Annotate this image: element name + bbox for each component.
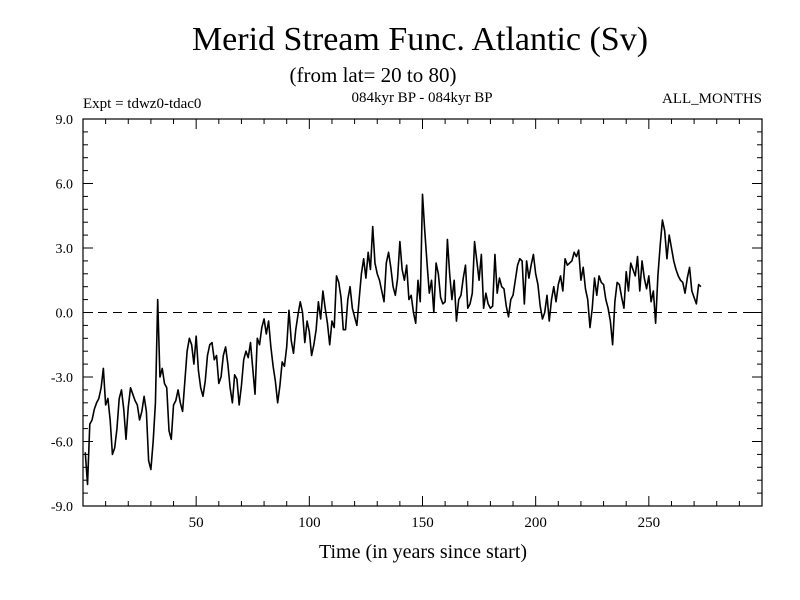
chart-subtitle: (from lat= 20 to 80): [290, 63, 457, 87]
y-tick-label: -6.0: [51, 436, 73, 451]
period-label: 084kyr BP - 084kyr BP: [351, 90, 492, 106]
chart-title: Merid Stream Func. Atlantic (Sv): [192, 21, 648, 58]
plot-frame: [82, 118, 763, 507]
x-tick-label: 200: [524, 515, 547, 531]
x-axis-label: Time (in years since start): [319, 541, 527, 563]
experiment-label: Expt = tdwz0-tdac0: [83, 96, 201, 112]
y-tick-label: 3.0: [56, 242, 74, 257]
series-line: [84, 193, 702, 486]
y-tick-label: -9.0: [51, 500, 73, 515]
x-tick-label: 250: [638, 515, 661, 531]
x-tick-label: 150: [411, 515, 434, 531]
y-tick-label: 9.0: [56, 113, 74, 128]
y-tick-label: 0.0: [56, 307, 74, 322]
y-tick-label: 6.0: [56, 178, 74, 193]
y-tick-label: -3.0: [51, 371, 73, 386]
x-tick-label: 100: [298, 515, 321, 531]
months-label: ALL_MONTHS: [662, 91, 762, 107]
x-tick-label: 50: [189, 515, 204, 531]
